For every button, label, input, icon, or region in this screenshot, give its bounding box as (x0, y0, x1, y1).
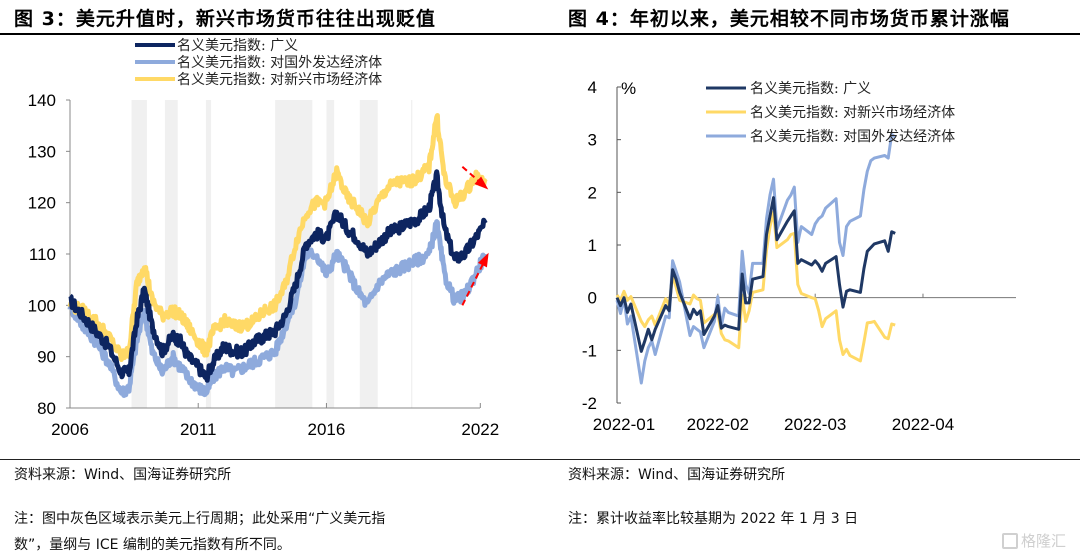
legend-label-series-advanced: 名义美元指数: 对国外发达经济体 (177, 55, 382, 71)
y-tick-label: 1 (588, 236, 597, 255)
chart-ytd-cumulative-change: % -2 -1 0 1 2 3 4 2022-01 2022-02 2022-03 2022-04 名义… (582, 78, 1016, 434)
annotation-arrow-line-1 (461, 258, 487, 306)
figure-3-note: 注：图中灰色区域表示美元上行周期；此处采用“广义美元指 数”，量纲与 ICE 编… (14, 506, 385, 558)
legend-label-series-broad: 名义美元指数: 广义 (750, 81, 871, 97)
legend-label-series-emerging: 名义美元指数: 对新兴市场经济体 (177, 71, 382, 88)
series-advanced-line (615, 132, 897, 385)
x-tick-label: 2022-03 (784, 415, 846, 434)
legend-label-series-emerging: 名义美元指数: 对新兴市场经济体 (750, 104, 955, 121)
x-tick-label: 2006 (51, 420, 89, 439)
watermark-text: 格隆汇 (1020, 532, 1066, 550)
y-tick-label: 80 (37, 399, 56, 418)
chart-usd-vs-em-dm: 80 90 100 110 120 130 140 2006 2011 2016 2022 名义美元指… (28, 38, 500, 439)
figure-4-note: 注：累计收益率比较基期为 2022 年 1 月 3 日 (568, 511, 859, 527)
series-broad-line (68, 169, 488, 383)
y-tick-label: 3 (588, 131, 597, 150)
y-tick-label: 140 (28, 91, 56, 110)
watermark: 格隆汇 (1001, 530, 1066, 551)
x-tick-label: 2016 (308, 420, 346, 439)
y-tick-label: 130 (28, 142, 56, 161)
shaded-period-2 (205, 100, 212, 408)
y-tick-label: 2 (588, 183, 597, 202)
figure-3-source: 资料来源：Wind、国海证券研究所 (14, 467, 232, 483)
shaded-period-4 (326, 100, 335, 408)
shaded-period-6 (411, 100, 413, 408)
series-broad-line (615, 196, 896, 353)
title-divider (0, 33, 1080, 35)
x-tick-label: 2022-01 (593, 415, 655, 434)
annotation-arrow-head-0 (474, 176, 489, 190)
watermark-logo-icon (1001, 532, 1018, 549)
y-tick-label: 4 (588, 78, 597, 97)
y-tick-label: -1 (582, 341, 597, 360)
y-tick-label: -2 (582, 394, 597, 413)
x-tick-label: 2011 (180, 420, 217, 439)
legend-label-series-broad: 名义美元指数: 广义 (177, 38, 298, 54)
annotation-arrow-head-1 (477, 252, 489, 268)
y-tick-label: 0 (588, 289, 597, 308)
y-tick-label: 100 (28, 296, 56, 315)
legend-label-series-advanced: 名义美元指数: 对国外发达经济体 (750, 129, 955, 145)
x-tick-label: 2022-02 (687, 415, 749, 434)
figure-3-note-line-1: 注：图中灰色区域表示美元上行周期；此处采用“广义美元指 (14, 511, 386, 527)
series-advanced-line (67, 219, 488, 398)
figure-3-title: 图 3：美元升值时，新兴市场货币往往出现贬值 (14, 8, 436, 30)
y-tick-label: 90 (37, 348, 56, 367)
series-emerging-line (67, 113, 488, 362)
footer-divider (0, 459, 1080, 460)
x-tick-label: 2022 (461, 420, 499, 439)
series-emerging-line (615, 210, 896, 363)
figure-4-source: 资料来源：Wind、国海证券研究所 (568, 467, 786, 483)
figure-3-note-line-2: 数”，量纲与 ICE 编制的美元指数有所不同。 (14, 537, 291, 553)
y-tick-label: 120 (28, 194, 56, 213)
y-tick-label: 110 (29, 245, 56, 264)
figure-4-title: 图 4：年初以来，美元相较不同市场货币累计涨幅 (568, 8, 1010, 30)
x-tick-label: 2022-04 (892, 415, 954, 434)
y-axis-unit-label: % (621, 79, 636, 98)
